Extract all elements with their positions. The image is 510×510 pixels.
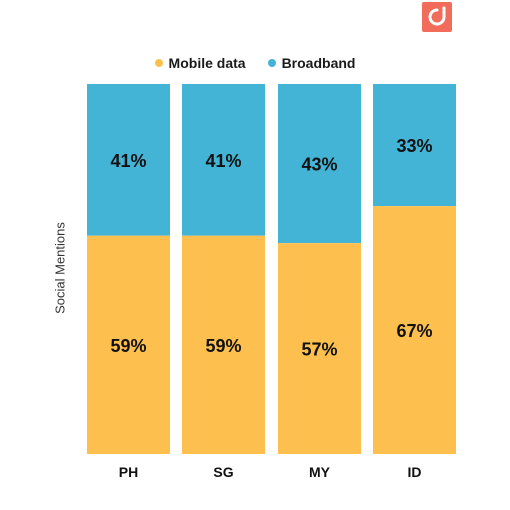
bar-mobile-data-ph (87, 235, 170, 454)
bar-mobile-data-id (373, 206, 456, 454)
bar-broadband-id (373, 84, 456, 207)
x-tick-label-id: ID (408, 464, 422, 480)
brand-logo-icon (422, 2, 452, 32)
bar-broadband-sg (182, 84, 265, 236)
bar-mobile-data-sg (182, 235, 265, 454)
legend-label-broadband: Broadband (281, 55, 356, 71)
data-label-mobile-data-my: 57% (301, 340, 337, 360)
legend-swatch-broadband (267, 59, 276, 67)
data-label-mobile-data-id: 67% (396, 321, 432, 341)
data-label-mobile-data-ph: 59% (110, 336, 146, 356)
data-label-broadband-my: 43% (301, 155, 337, 175)
legend-label-mobile-data: Mobile data (168, 55, 246, 71)
x-tick-label-sg: SG (213, 464, 233, 480)
x-tick-label-ph: PH (119, 464, 138, 480)
data-label-mobile-data-sg: 59% (205, 336, 241, 356)
bar-broadband-my (278, 84, 361, 244)
legend-item-mobile-data: Mobile data (154, 55, 246, 71)
legend: Mobile data Broadband (0, 52, 510, 74)
x-tick-label-my: MY (309, 464, 331, 480)
bar-broadband-ph (87, 84, 170, 236)
data-label-broadband-id: 33% (396, 136, 432, 156)
legend-swatch-mobile-data (154, 59, 163, 67)
data-label-broadband-sg: 41% (205, 151, 241, 171)
legend-item-broadband: Broadband (267, 55, 356, 71)
data-label-broadband-ph: 41% (110, 151, 146, 171)
bar-mobile-data-my (278, 243, 361, 454)
